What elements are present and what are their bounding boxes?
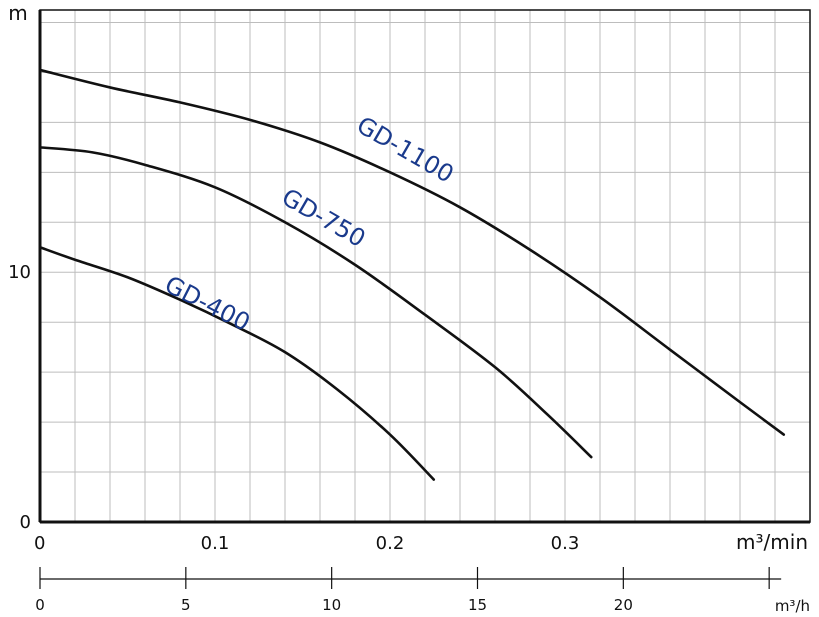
y-tick-labels: 0 10: [8, 262, 31, 533]
secondary-axis: 0 5 10 15 20: [35, 567, 782, 614]
series-label-gd-400: GD-400: [160, 270, 254, 337]
series-line-gd-1100: [38, 68, 786, 436]
x-axis-unit: m³/min: [736, 530, 808, 554]
secondary-tick-label: 5: [181, 596, 191, 614]
grid: [40, 10, 810, 522]
series-line-gd-750: [38, 146, 593, 459]
x-tick-label: 0: [34, 533, 45, 554]
series-curves: [38, 68, 786, 481]
y-tick-label: 10: [8, 262, 31, 283]
secondary-tick-label: 15: [468, 596, 487, 614]
secondary-tick-label: 20: [614, 596, 633, 614]
secondary-axis-unit: m³/h: [775, 597, 810, 615]
x-tick-label: 0.1: [201, 533, 230, 554]
x-tick-labels: 0 0.1 0.2 0.3: [34, 533, 579, 554]
x-tick-label: 0.3: [551, 533, 580, 554]
x-tick-label: 0.2: [376, 533, 405, 554]
secondary-tick-label: 0: [35, 596, 45, 614]
series-label-gd-750: GD-750: [277, 183, 370, 253]
series-line-gd-400: [38, 245, 436, 481]
secondary-tick-label: 10: [322, 596, 341, 614]
axes: [38, 9, 811, 524]
y-tick-label: 0: [20, 512, 31, 533]
y-axis-unit: m: [8, 1, 27, 25]
